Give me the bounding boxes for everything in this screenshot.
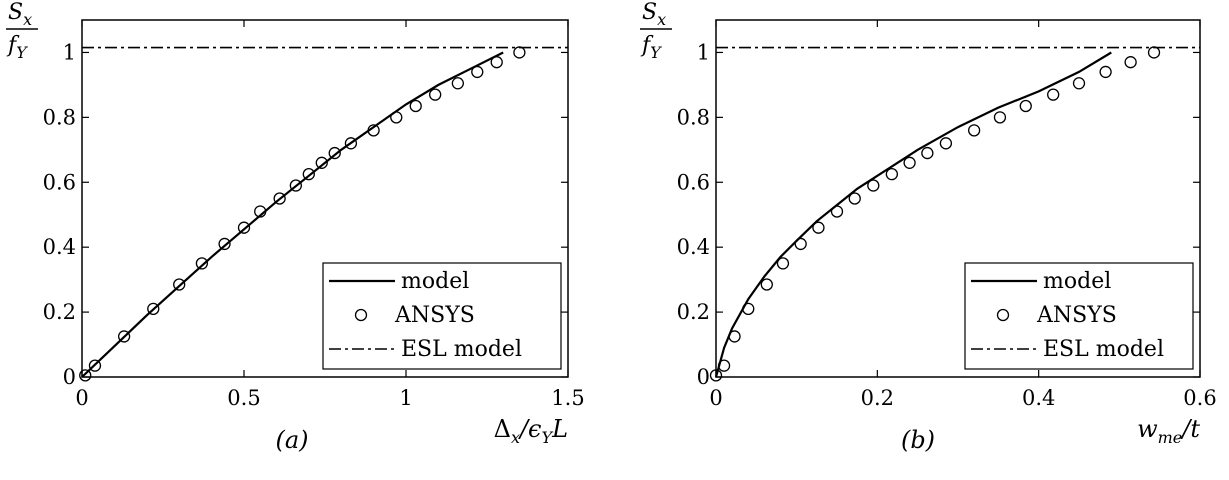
data-point-ansys: [117, 330, 131, 343]
data-point-ansys: [195, 257, 209, 270]
legend-label-ansys: ANSYS: [1036, 303, 1117, 328]
data-point-ansys: [409, 99, 422, 113]
series-ansys: [79, 46, 526, 382]
series-ansys: [709, 46, 1161, 382]
plot-frame: [715, 19, 1201, 378]
data-point-ansys: [173, 278, 186, 291]
data-point-ansys: [709, 369, 723, 382]
data-point-ansys: [742, 302, 755, 315]
data-point-ansys: [794, 237, 807, 251]
y-tick-label: 0.4: [677, 235, 710, 259]
x-axis-label: wme/t: [1137, 415, 1200, 447]
data-point-ansys: [328, 146, 341, 160]
y-tick-label: 1: [63, 40, 76, 64]
data-point-ansys: [812, 221, 825, 234]
data-point-ansys: [939, 137, 953, 150]
data-point-ansys: [1147, 46, 1161, 59]
data-point-ansys: [513, 46, 526, 59]
data-point-ansys: [429, 88, 442, 101]
x-tick-label: 1: [399, 386, 412, 410]
legend-marker-ansys: [996, 308, 1010, 322]
data-point-ansys: [1099, 65, 1112, 79]
legend-label-model: model: [1043, 269, 1111, 294]
data-point-ansys: [728, 330, 741, 343]
legend-marker-ansys: [354, 308, 368, 322]
y-tick-label: 0.6: [677, 170, 710, 194]
data-point-ansys: [237, 221, 251, 234]
legend: model ANSYS ESL model: [964, 262, 1194, 370]
x-tick-label: 0.6: [1183, 386, 1216, 410]
data-point-ansys: [967, 124, 981, 137]
panel-caption: (a): [275, 426, 308, 454]
data-point-ansys: [390, 111, 403, 124]
plot-frame: [81, 19, 569, 378]
data-point-ansys: [830, 205, 844, 218]
data-point-ansys: [79, 369, 92, 382]
y-tick-label: 0.4: [43, 235, 76, 259]
x-tick-label: 0.5: [227, 386, 260, 410]
y-label-denominator: fY: [6, 33, 28, 62]
series-line-model: [81, 51, 504, 378]
chart-panel-a: 0 0.5 1 1.5 0 0.2 0.4 0.6 0.8 1 Sx fY Δx/ϵYL (a) model…: [6, 0, 585, 454]
legend: model ANSYS ESL model: [322, 262, 562, 370]
data-point-ansys: [903, 156, 916, 169]
data-point-ansys: [776, 257, 790, 270]
y-label-numerator: Sx: [8, 0, 32, 29]
data-point-ansys: [885, 168, 899, 181]
data-point-ansys: [717, 359, 731, 372]
data-point-ansys: [490, 56, 503, 69]
legend-label-esl-model: ESL model: [401, 337, 522, 362]
x-tick-label: 0.2: [861, 386, 894, 410]
y-tick-label: 0.6: [43, 170, 76, 194]
data-point-ansys: [88, 359, 102, 372]
chart-panel-b: 0 0.2 0.4 0.6 0 0.2 0.4 0.6 0.8 1 Sx fY wme/t (b) mode…: [640, 0, 1217, 454]
data-point-ansys: [1019, 99, 1032, 113]
data-point-ansys: [993, 111, 1007, 124]
data-point-ansys: [848, 192, 861, 205]
y-tick-label: 0.8: [43, 105, 76, 129]
legend-label-esl-model: ESL model: [1043, 337, 1164, 362]
data-point-ansys: [921, 146, 934, 160]
y-axis-label: Sx fY: [640, 0, 672, 62]
data-point-ansys: [289, 179, 302, 192]
data-point-ansys: [760, 278, 773, 291]
data-point-ansys: [302, 168, 315, 181]
x-tick-label: 0.4: [1022, 386, 1055, 410]
x-tick-label: 0: [709, 386, 722, 410]
data-point-ansys: [451, 77, 464, 90]
legend-label-model: model: [401, 269, 469, 294]
data-point-ansys: [344, 137, 358, 150]
data-point-ansys: [1047, 88, 1060, 101]
y-axis-label: Sx fY: [6, 0, 38, 62]
data-point-ansys: [367, 124, 380, 137]
data-point-ansys: [218, 237, 231, 251]
y-tick-label: 0.2: [43, 300, 76, 324]
y-tick-label: 0.2: [677, 300, 710, 324]
y-label-denominator: fY: [640, 33, 662, 62]
data-point-ansys: [315, 156, 328, 169]
x-tick-label: 0: [75, 386, 88, 410]
data-point-ansys: [867, 179, 880, 192]
data-point-ansys: [147, 302, 160, 315]
legend-label-ansys: ANSYS: [394, 303, 475, 328]
data-point-ansys: [1124, 56, 1137, 69]
y-label-numerator: Sx: [642, 0, 666, 29]
data-point-ansys: [273, 192, 286, 205]
data-point-ansys: [254, 205, 267, 218]
data-point-ansys: [1072, 77, 1086, 90]
panel-caption: (b): [901, 426, 935, 454]
y-tick-label: 0: [697, 365, 710, 389]
y-tick-label: 0: [63, 365, 76, 389]
x-axis-label: Δx/ϵYL: [494, 415, 568, 447]
x-tick-label: 1.5: [551, 386, 584, 410]
y-tick-label: 1: [697, 40, 710, 64]
y-tick-label: 0.8: [677, 105, 710, 129]
data-point-ansys: [471, 65, 484, 79]
